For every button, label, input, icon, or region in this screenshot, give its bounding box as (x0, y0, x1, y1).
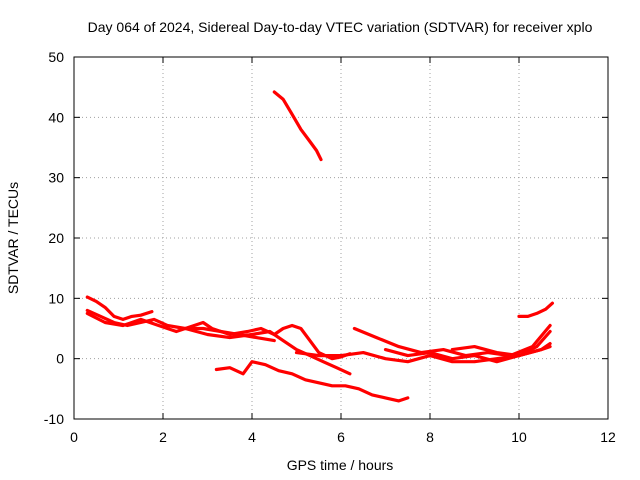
series-line-arc-8 (352, 323, 552, 358)
x-axis-tick-labels: 0 2 4 6 8 10 12 (70, 429, 616, 445)
y-tick-label: 50 (48, 49, 64, 65)
x-tick-label: 4 (248, 429, 256, 445)
y-axis-tick-labels: -10 0 10 20 30 40 50 (44, 49, 64, 427)
y-tick-label: -10 (44, 411, 64, 427)
series-line-arc-9 (383, 345, 552, 364)
x-tick-label: 8 (426, 429, 434, 445)
x-tick-label: 6 (337, 429, 345, 445)
y-tick-label: 20 (48, 230, 64, 246)
series-line-arc-1 (272, 90, 323, 162)
series-group (85, 90, 554, 403)
series-line-arc-2 (85, 295, 154, 321)
axis-ticks (73, 56, 609, 420)
x-axis-label: GPS time / hours (287, 457, 394, 473)
x-tick-label: 2 (159, 429, 167, 445)
y-tick-label: 40 (48, 109, 64, 125)
x-tick-label: 12 (600, 429, 616, 445)
x-tick-label: 0 (70, 429, 78, 445)
y-tick-label: 30 (48, 170, 64, 186)
series-line-arc-4 (85, 311, 352, 361)
series-line-arc-10 (450, 329, 552, 358)
y-axis-label: SDTVAR / TECUs (5, 182, 21, 294)
y-tick-label: 10 (48, 290, 64, 306)
y-tick-label: 0 (56, 351, 64, 367)
series-line-arc-6 (214, 360, 410, 403)
x-tick-label: 10 (511, 429, 527, 445)
series-line-arc-11 (517, 301, 554, 318)
series-line-arc-5 (183, 326, 352, 376)
chart-title: Day 064 of 2024, Sidereal Day-to-day VTE… (88, 19, 593, 35)
grid (74, 57, 608, 419)
